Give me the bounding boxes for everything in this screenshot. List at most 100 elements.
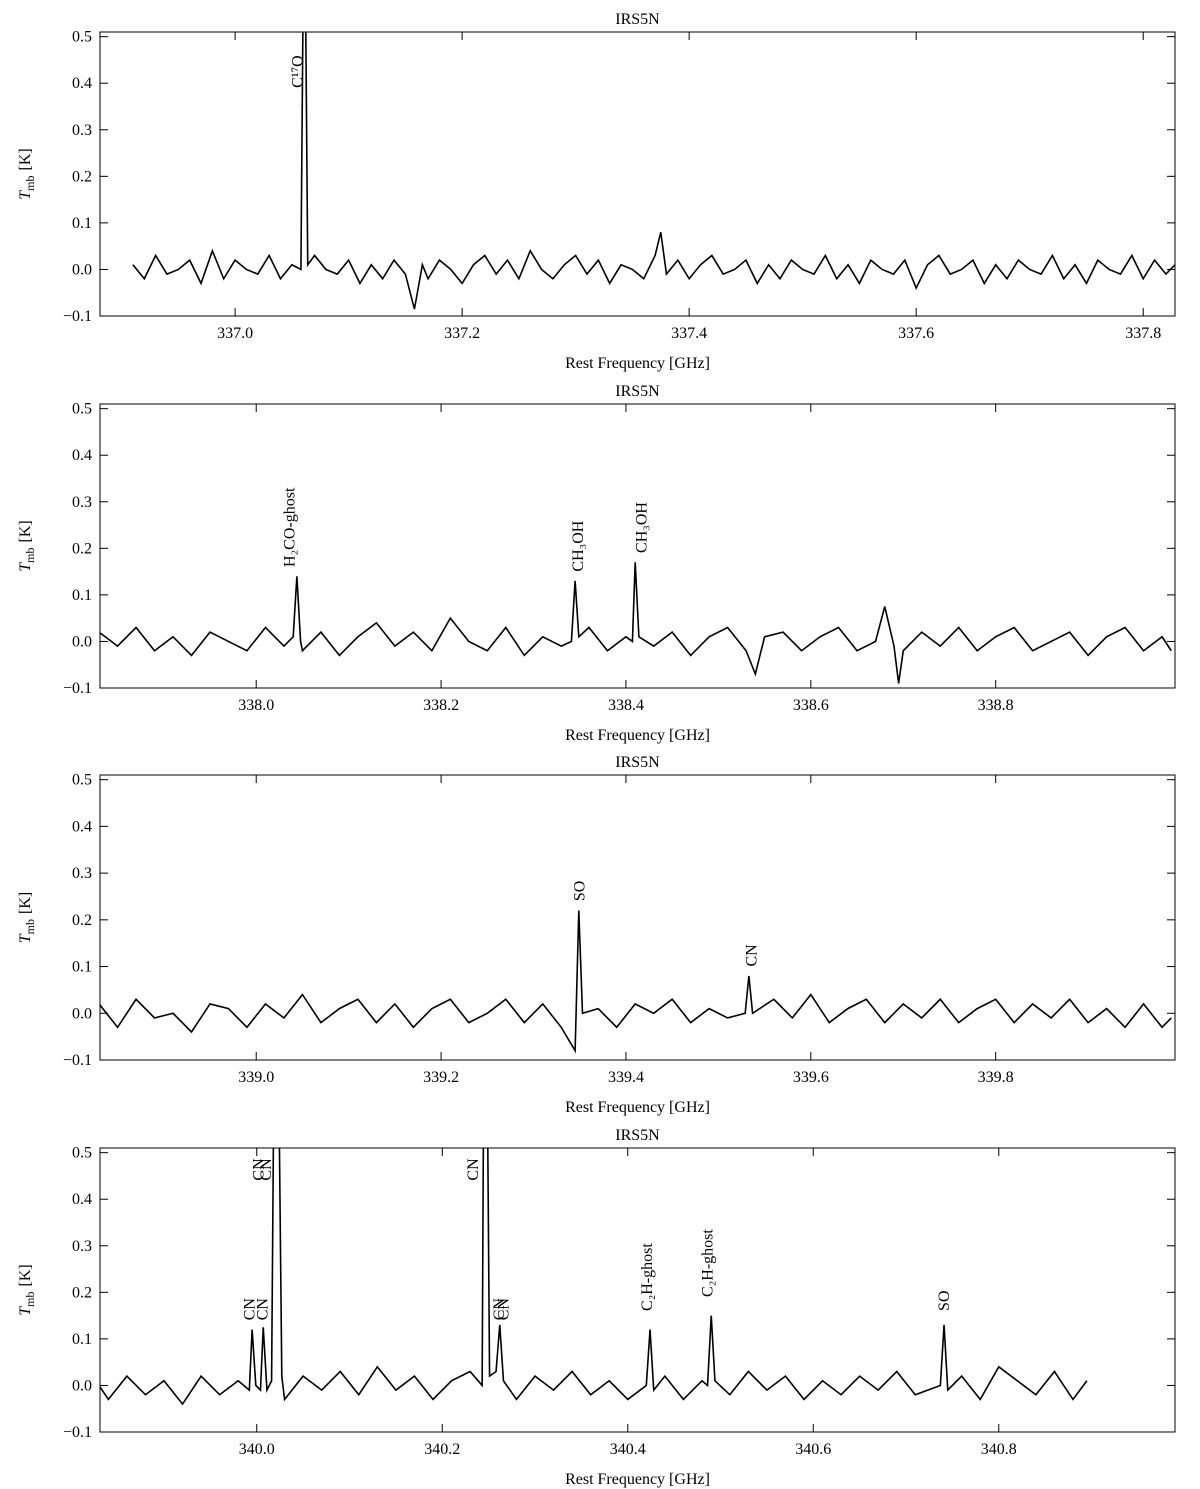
panel: IRS5N −0.1 0.0 0.1 0.2 0.3 0.4 0.5 338.0 338.2 338…: [17, 383, 1176, 744]
y-label-symbol: T: [17, 1306, 34, 1316]
y-axis-label: Tmb [K]: [17, 148, 37, 199]
line-annotation: C₂H-ghost: [700, 1229, 717, 1297]
y-tick-label: −0.1: [63, 308, 92, 325]
plot-frame: [99, 1147, 1176, 1433]
x-axis-label: Rest Frequency [GHz]: [565, 1471, 710, 1488]
spectrum-line: [100, 1148, 1088, 1406]
y-label-unit: [K]: [17, 1264, 34, 1286]
y-tick-label: 0.4: [72, 1191, 92, 1208]
x-tick-label: 339.0: [238, 1069, 274, 1086]
x-tick-label: 338.4: [608, 697, 644, 714]
y-label-symbol: T: [17, 562, 34, 572]
x-tick-label: 337.0: [217, 325, 253, 342]
y-label-subscript: mb: [23, 547, 37, 562]
y-tick-label: 0.2: [72, 912, 92, 929]
line-annotation: H₂CO-ghost: [281, 487, 298, 567]
line-annotation: CN: [465, 1158, 482, 1181]
x-tick-label: 339.4: [608, 1069, 644, 1086]
spectrum-line: [132, 32, 1175, 310]
x-tick-label: 339.2: [423, 1069, 459, 1086]
y-tick-label: 0.1: [72, 1331, 92, 1348]
y-tick-label: 0.1: [72, 215, 92, 232]
x-tick-label: 338.0: [238, 697, 274, 714]
spectrum-line: [100, 910, 1172, 1054]
line-annotation: CN: [251, 1158, 268, 1181]
x-tick-label: 340.0: [239, 1441, 275, 1458]
x-tick-label: 340.2: [424, 1441, 460, 1458]
x-tick-label: 338.8: [978, 697, 1014, 714]
x-tick-label: 339.8: [978, 1069, 1014, 1086]
x-axis-label: Rest Frequency [GHz]: [565, 355, 710, 372]
y-axis-label: Tmb [K]: [17, 892, 37, 943]
y-label-symbol: T: [17, 933, 34, 943]
line-annotation: CH₃OH: [570, 520, 587, 571]
x-tick-label: 340.8: [981, 1441, 1017, 1458]
y-tick-label: 0.2: [72, 168, 92, 185]
x-tick-label: 340.6: [795, 1441, 831, 1458]
x-axis-label: Rest Frequency [GHz]: [565, 727, 710, 744]
line-annotation: C₂H-ghost: [639, 1243, 656, 1311]
y-tick-label: 0.0: [72, 633, 92, 650]
y-tick-label: 0.2: [72, 1284, 92, 1301]
y-tick-label: 0.1: [72, 959, 92, 976]
y-label-unit: [K]: [17, 148, 34, 170]
y-tick-label: 0.1: [72, 587, 92, 604]
line-annotation: SO: [936, 1290, 953, 1310]
y-tick-label: −0.1: [63, 1052, 92, 1069]
line-annotation: CH₃OH: [634, 502, 651, 553]
line-annotation: CN: [491, 1298, 508, 1321]
y-tick-label: 0.0: [72, 1005, 92, 1022]
panel: IRS5N −0.1 0.0 0.1 0.2 0.3 0.4 0.5 337.0 337.2 337…: [17, 11, 1176, 372]
spectrum-line: [100, 562, 1172, 684]
y-tick-label: 0.5: [72, 1145, 92, 1162]
y-label-subscript: mb: [23, 175, 37, 190]
panel: IRS5N −0.1 0.0 0.1 0.2 0.3 0.4 0.5 339.0 339.2 339…: [17, 754, 1176, 1116]
y-label-unit: [K]: [17, 520, 34, 542]
chart-title: IRS5N: [615, 383, 660, 400]
y-tick-label: 0.4: [72, 447, 92, 464]
y-tick-label: −0.1: [63, 1424, 92, 1441]
x-axis-label: Rest Frequency [GHz]: [565, 1099, 710, 1116]
x-tick-label: 337.8: [1125, 325, 1161, 342]
plot-frame: [99, 403, 1176, 689]
y-tick-label: 0.5: [72, 401, 92, 418]
line-annotation: CN: [254, 1298, 271, 1321]
y-tick-label: 0.3: [72, 494, 92, 511]
y-tick-label: 0.4: [72, 818, 92, 835]
y-tick-label: 0.0: [72, 261, 92, 278]
x-tick-label: 337.4: [671, 325, 707, 342]
x-tick-label: 337.6: [898, 325, 934, 342]
y-tick-label: 0.0: [72, 1377, 92, 1394]
x-tick-label: 338.6: [793, 697, 829, 714]
y-tick-label: 0.3: [72, 122, 92, 139]
y-tick-label: 0.2: [72, 540, 92, 557]
x-tick-label: 340.4: [610, 1441, 646, 1458]
chart-title: IRS5N: [615, 754, 660, 771]
line-annotation: CN: [495, 1298, 512, 1321]
chart-title: IRS5N: [615, 1127, 660, 1144]
line-annotation: CN: [258, 1158, 275, 1181]
plot-frame: [99, 31, 1176, 317]
y-label-unit: [K]: [17, 892, 34, 914]
y-tick-label: 0.5: [72, 29, 92, 46]
y-tick-label: 0.3: [72, 1238, 92, 1255]
plot-frame: [99, 774, 1176, 1061]
x-tick-label: 337.2: [444, 325, 480, 342]
panel: IRS5N −0.1 0.0 0.1 0.2 0.3 0.4 0.5 340.0 340.2 340…: [17, 1127, 1176, 1488]
line-annotation: C¹⁷O: [290, 55, 307, 88]
y-label-subscript: mb: [23, 919, 37, 934]
y-axis-label: Tmb [K]: [17, 1264, 37, 1315]
x-tick-label: 339.6: [793, 1069, 829, 1086]
y-tick-label: 0.5: [72, 772, 92, 789]
x-tick-label: 338.2: [423, 697, 459, 714]
y-label-subscript: mb: [23, 1291, 37, 1306]
line-annotation: CN: [744, 944, 761, 967]
line-annotation: CN: [241, 1298, 258, 1321]
y-label-symbol: T: [17, 190, 34, 200]
y-tick-label: 0.4: [72, 75, 92, 92]
line-annotation: SO: [572, 881, 589, 901]
y-tick-label: −0.1: [63, 680, 92, 697]
chart-title: IRS5N: [615, 11, 660, 28]
y-tick-label: 0.3: [72, 865, 92, 882]
y-axis-label: Tmb [K]: [17, 520, 37, 571]
